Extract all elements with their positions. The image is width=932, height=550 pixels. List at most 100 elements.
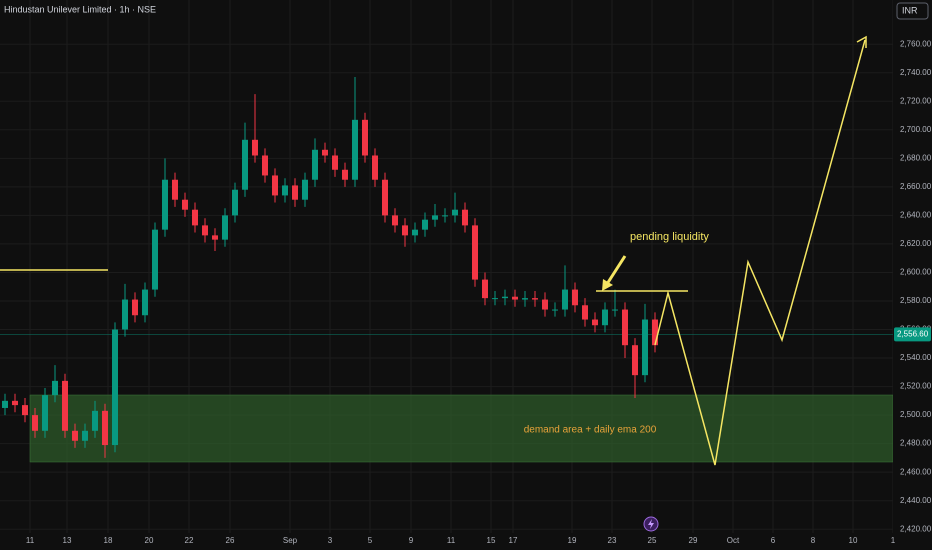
- x-tick-label: 15: [487, 536, 496, 545]
- chart-title: Hindustan Unilever Limited · 1h · NSE: [4, 4, 156, 14]
- candle-body: [82, 430, 88, 441]
- candle-body: [22, 405, 28, 416]
- currency[interactable]: INR: [902, 5, 918, 15]
- x-tick-label: 19: [568, 536, 577, 545]
- x-tick-label: 1: [891, 536, 896, 545]
- last-price-box: [894, 327, 931, 342]
- candle-body: [592, 319, 598, 326]
- candle-body: [42, 395, 48, 431]
- x-tick-label: 6: [771, 536, 776, 545]
- candle-body: [102, 410, 108, 446]
- candle-body: [12, 400, 18, 406]
- candle-body: [452, 209, 458, 216]
- x-tick-label: 11: [26, 536, 35, 545]
- candle-body: [312, 149, 318, 180]
- arrow: [605, 255, 627, 285]
- time-axis: [0, 533, 932, 550]
- candle-body: [532, 298, 538, 300]
- candle-body: [342, 169, 348, 180]
- candle-body: [632, 345, 638, 376]
- x-tick-label: 20: [145, 536, 154, 545]
- candle-body: [192, 209, 198, 226]
- candle-body: [172, 179, 178, 200]
- annotation: pending liquidity: [630, 231, 709, 243]
- y-tick-label: 2,680.00: [900, 153, 932, 162]
- y-tick-label: 2,720.00: [900, 96, 932, 105]
- candle-body: [622, 309, 628, 346]
- candle-body: [322, 149, 328, 156]
- candle-body: [252, 139, 258, 156]
- candle-body: [212, 235, 218, 240]
- y-tick-label: 2,500.00: [900, 410, 932, 419]
- x-tick-label: 29: [689, 536, 698, 545]
- y-tick-label: 2,700.00: [900, 125, 932, 134]
- arrow-head: [602, 279, 613, 291]
- y-tick-label: 2,660.00: [900, 182, 932, 191]
- candle-body: [262, 155, 268, 176]
- candle-body: [582, 305, 588, 320]
- x-tick-label: Oct: [727, 536, 740, 545]
- last-price-label: 2,556.60: [897, 329, 929, 338]
- candle-body: [442, 215, 448, 217]
- y-tick-label: 2,740.00: [900, 68, 932, 77]
- x-tick-label: 26: [226, 536, 235, 545]
- y-tick-label: 2,520.00: [900, 382, 932, 391]
- annotation: demand area + daily ema 200: [524, 425, 657, 436]
- x-tick-label: 3: [328, 536, 333, 545]
- candle-body: [2, 400, 8, 408]
- y-tick-label: 2,640.00: [900, 211, 932, 220]
- candle-body: [142, 289, 148, 316]
- event-icon-bolt: [648, 519, 654, 529]
- candle-body: [182, 199, 188, 210]
- candle-body: [72, 430, 78, 441]
- candle-body: [512, 296, 518, 300]
- x-tick-label: 9: [409, 536, 414, 545]
- candle-body: [162, 179, 168, 230]
- y-tick-label: 2,600.00: [900, 268, 932, 277]
- candle-body: [202, 225, 208, 236]
- candle-body: [292, 185, 298, 200]
- y-tick-label: 2,420.00: [900, 524, 932, 533]
- x-tick-label: 17: [509, 536, 518, 545]
- candle-body: [482, 279, 488, 299]
- y-tick-label: 2,440.00: [900, 496, 932, 505]
- candle-body: [92, 410, 98, 431]
- candle-body: [52, 380, 58, 396]
- candle-body: [602, 309, 608, 326]
- candle-body: [62, 380, 68, 431]
- candle-body: [352, 119, 358, 180]
- axes: 2,420.00 2,440.00 2,460.00 2,480.00 2,500.00…: [26, 39, 932, 545]
- candle-body: [132, 299, 138, 316]
- candle-body: [652, 319, 658, 346]
- candles: [2, 77, 658, 458]
- y-tick-label: 2,460.00: [900, 467, 932, 476]
- projection-path: [654, 39, 866, 466]
- candle-body: [402, 225, 408, 236]
- candle-body: [222, 215, 228, 240]
- candle-body: [492, 298, 498, 300]
- candle-body: [412, 229, 418, 236]
- candle-body: [562, 289, 568, 310]
- x-tick-label: 23: [608, 536, 617, 545]
- x-tick-label: Sep: [283, 536, 298, 545]
- candle-body: [372, 155, 378, 180]
- candle-body: [502, 296, 508, 299]
- candle-body: [112, 329, 118, 446]
- candle-body: [382, 179, 388, 216]
- currency-box[interactable]: [896, 2, 929, 20]
- demand-zone: [29, 394, 894, 463]
- candle-body: [642, 319, 648, 376]
- candle-body: [552, 309, 558, 311]
- x-tick-label: 25: [648, 536, 657, 545]
- candle-body: [232, 189, 238, 216]
- candle-body: [152, 229, 158, 290]
- y-tick-label: 2,540.00: [900, 353, 932, 362]
- x-tick-label: 8: [811, 536, 816, 545]
- candle-body: [572, 289, 578, 306]
- price-axis: [893, 0, 932, 550]
- candle-body: [302, 179, 308, 200]
- x-tick-label: 13: [63, 536, 72, 545]
